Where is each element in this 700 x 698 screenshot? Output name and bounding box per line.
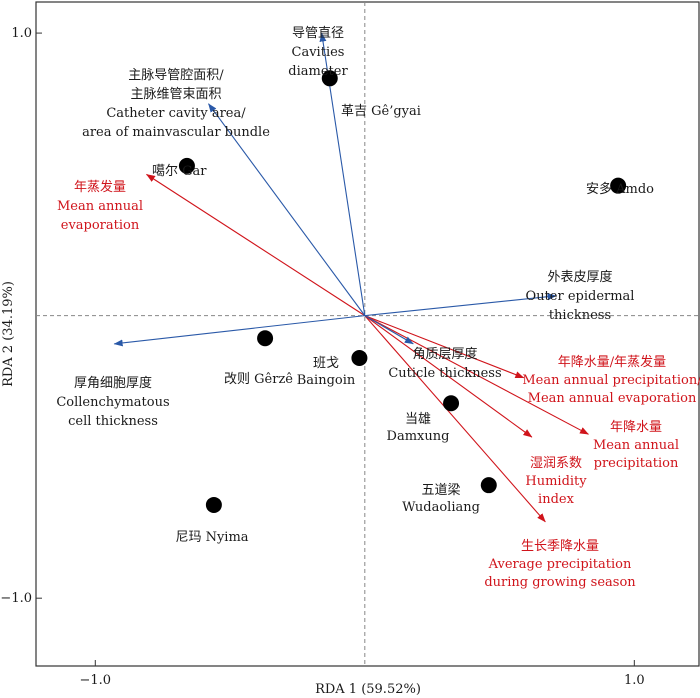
axis-ticks: −1.0 1.0 1.0 −1.0 [0, 26, 644, 688]
site-label-wudaoliang-line: Wudaoliang [402, 500, 480, 515]
env-label-humidity: 湿润系数 Humidity index [525, 456, 587, 507]
env-label-growing-season-line: 生长季降水量 [521, 539, 599, 554]
env-arrow-precip-evap-ratio [364, 315, 525, 379]
site-point-damxung [443, 395, 460, 412]
trait-label-cavity-area-ratio-line: 主脉导管腔面积/ [128, 68, 224, 83]
site-label-gerze-line: 改则 Gêrzê [224, 372, 293, 387]
point-and-arrow-labels: 革吉 Gê’gyai 噶尔 Gar 安多 Amdo 改则 Gêrzê 班戈 Baingoi… [56, 26, 700, 590]
trait-label-cuticle-line: Cuticle thickness [388, 366, 501, 381]
env-label-growing-season-line: during growing season [484, 575, 636, 590]
site-label-damxung: 当雄 Damxung [387, 412, 450, 444]
site-label-gegyai: 革吉 Gê’gyai [341, 104, 421, 119]
trait-label-collenchymatous: 厚角细胞厚度 Collenchymatous cell thickness [56, 375, 169, 429]
env-arrow-evaporation [146, 173, 366, 317]
site-point-nyima [205, 496, 222, 513]
trait-label-cavities-diameter-line: 导管直径 [292, 26, 344, 41]
env-label-humidity-line: Humidity [525, 474, 587, 489]
trait-label-cuticle: 角质层厚度 Cuticle thickness [388, 346, 501, 381]
site-label-nyima-line: 尼玛 Nyima [175, 530, 248, 545]
trait-label-outer-epidermal-line: Outer epidermal [526, 289, 635, 304]
trait-label-cavity-area-ratio-line: Catheter cavity area/ [106, 106, 246, 121]
trait-label-collenchymatous-line: Collenchymatous [56, 395, 169, 410]
site-label-nyima: 尼玛 Nyima [175, 530, 248, 545]
x-axis-label: RDA 1 (59.52%) [315, 682, 421, 697]
site-point-gar [178, 157, 195, 174]
trait-label-outer-epidermal: 外表皮厚度 Outer epidermal thickness [526, 269, 635, 323]
trait-label-collenchymatous-line: cell thickness [68, 414, 158, 429]
trait-label-cavities-diameter: 导管直径 Cavities diameter [288, 26, 348, 79]
site-point-gegyai [321, 70, 338, 87]
site-label-wudaoliang-line: 五道梁 [421, 483, 460, 498]
plot-frame [35, 1, 700, 667]
y-axis-label: RDA 2 (34.19%) [1, 281, 16, 387]
env-arrow-humidity [364, 315, 533, 438]
trait-arrow-cavity-area-ratio [208, 103, 366, 316]
site-point-wudaoliang [480, 477, 497, 494]
env-label-annual-precip-line: precipitation [594, 456, 679, 471]
environment-arrows [146, 173, 589, 523]
env-label-precip-evap-ratio-line: Mean annual evaporation [528, 391, 697, 406]
trait-arrow-outer-epidermal [364, 293, 557, 317]
x-tick-label: 1.0 [624, 673, 645, 688]
y-tick-label: −1.0 [0, 591, 32, 606]
env-label-annual-precip-line: 年降水量 [610, 420, 662, 435]
trait-label-collenchymatous-line: 厚角细胞厚度 [74, 375, 152, 391]
site-point-amdo [610, 177, 627, 194]
env-label-evaporation-line: 年蒸发量 [74, 179, 126, 195]
y-tick-label: 1.0 [11, 26, 32, 41]
x-tick-label: −1.0 [80, 673, 112, 688]
env-label-precip-evap-ratio: 年降水量/年蒸发量 Mean annual precipitation/Mean … [522, 354, 700, 406]
trait-label-cavity-area-ratio-line: 主脉维管束面积 [130, 87, 221, 102]
env-label-precip-evap-ratio-line: 年降水量/年蒸发量 [558, 354, 666, 370]
env-label-humidity-line: 湿润系数 [530, 456, 582, 471]
site-label-gegyai-line: 革吉 Gê’gyai [341, 104, 421, 119]
trait-label-outer-epidermal-line: 外表皮厚度 [547, 269, 612, 285]
env-label-annual-precip: 年降水量 Mean annual precipitation [593, 420, 679, 471]
env-label-growing-season-line: Average precipitation [488, 557, 632, 572]
trait-label-cuticle-line: 角质层厚度 [412, 346, 477, 362]
trait-label-cavity-area-ratio-line: area of mainvascular bundle [82, 125, 270, 140]
env-label-evaporation-line: Mean annual [57, 199, 143, 214]
trait-label-cavities-diameter-line: Cavities [292, 45, 345, 60]
env-label-growing-season: 生长季降水量 Average precipitation during growin… [484, 539, 636, 590]
site-label-damxung-line: 当雄 [405, 412, 431, 427]
site-label-baingoin-line: Baingoin [297, 373, 356, 388]
site-label-gerze: 改则 Gêrzê [224, 372, 293, 387]
env-label-evaporation: 年蒸发量 Mean annual evaporation [57, 179, 143, 233]
trait-label-cavity-area-ratio: 主脉导管腔面积/主脉维管束面积 Catheter cavity area/area… [82, 68, 270, 140]
env-label-annual-precip-line: Mean annual [593, 438, 679, 453]
site-points [178, 70, 627, 513]
env-label-precip-evap-ratio-line: Mean annual precipitation/ [522, 373, 700, 388]
site-label-amdo: 安多 Amdo [586, 181, 654, 197]
site-label-baingoin-line: 班戈 [313, 356, 339, 371]
site-point-gerze [257, 330, 274, 347]
site-label-damxung-line: Damxung [387, 429, 450, 444]
site-label-gar: 噶尔 Gar [152, 164, 207, 179]
site-label-gar-line: 噶尔 Gar [152, 164, 207, 179]
env-arrow-annual-precip [364, 315, 589, 435]
env-label-humidity-line: index [538, 492, 575, 507]
site-label-amdo-line: 安多 Amdo [586, 181, 654, 197]
site-point-baingoin [351, 350, 368, 367]
trait-arrow-collenchymatous [113, 315, 365, 347]
site-label-baingoin: 班戈 Baingoin [297, 356, 356, 388]
site-label-wudaoliang: 五道梁 Wudaoliang [402, 483, 480, 515]
env-arrow-growing-season [364, 315, 546, 523]
trait-label-cavities-diameter-line: diameter [288, 64, 348, 79]
env-label-evaporation-line: evaporation [61, 218, 140, 233]
trait-arrow-cuticle [364, 315, 414, 345]
trait-label-outer-epidermal-line: thickness [549, 308, 611, 323]
